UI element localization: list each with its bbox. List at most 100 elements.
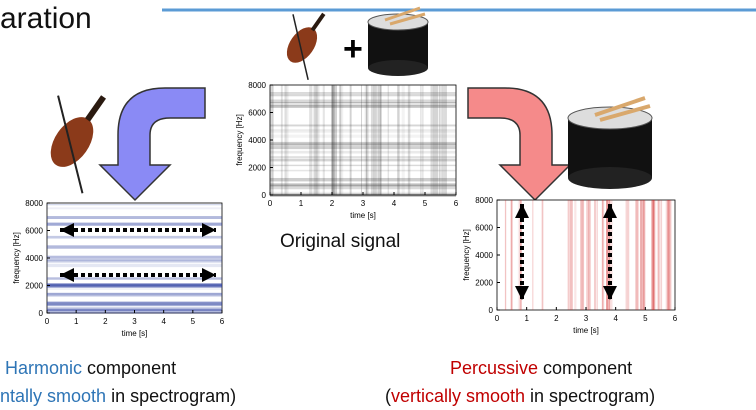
x-axis-label: time [s] — [122, 329, 148, 338]
x-tick-label: 3 — [361, 199, 366, 208]
spectrogram: 020004000600080000123456time [s]frequenc… — [462, 196, 678, 335]
y-tick-label: 4000 — [25, 254, 43, 263]
spectral-texture — [270, 186, 456, 189]
spectral-texture — [597, 200, 598, 310]
y-tick-label: 8000 — [25, 199, 43, 208]
spectral-texture — [47, 304, 222, 306]
spectral-texture — [270, 156, 456, 158]
y-tick-label: 8000 — [248, 81, 266, 90]
spectral-texture — [580, 200, 583, 310]
x-tick-label: 6 — [673, 314, 678, 323]
diagram: aration + 0 2000 4000 6000 8000 0 1 2 3 4 5 6 time [… — [0, 0, 756, 410]
x-tick-label: 4 — [613, 314, 618, 323]
spectral-texture — [47, 216, 222, 219]
caption-highlight: vertically smooth — [391, 386, 525, 406]
spectral-texture — [270, 170, 456, 172]
x-axis-label: time [s] — [573, 326, 599, 335]
spectral-texture — [542, 200, 544, 310]
spectral-texture — [47, 307, 222, 308]
spectral-texture — [594, 200, 596, 310]
spectral-texture — [635, 200, 638, 310]
caption-highlight: ntally smooth — [0, 386, 106, 406]
spectral-texture — [652, 200, 656, 310]
spectral-texture — [270, 99, 456, 102]
harmonic-arrow — [100, 88, 205, 200]
x-tick-label: 1 — [299, 199, 304, 208]
spectral-texture — [270, 184, 456, 187]
y-tick-label: 0 — [489, 306, 494, 315]
spectral-texture — [532, 200, 533, 310]
caption: (vertically smooth in spectrogram) — [385, 386, 655, 407]
spectral-texture — [270, 104, 456, 106]
spectral-texture — [270, 94, 456, 96]
caption: Harmonic component — [5, 358, 176, 379]
x-tick-label: 6 — [220, 317, 225, 326]
spectral-texture — [47, 288, 222, 290]
caption-text: component — [538, 358, 632, 378]
caption-highlight: Percussive — [450, 358, 538, 378]
spectral-texture — [270, 178, 456, 181]
caption-text: component — [82, 358, 176, 378]
spectral-texture — [47, 207, 222, 209]
spectral-texture — [47, 283, 222, 286]
x-tick-label: 2 — [103, 317, 108, 326]
spectral-texture — [270, 146, 456, 149]
drum-icon — [368, 8, 428, 76]
x-tick-label: 2 — [554, 314, 559, 323]
x-tick-label: 6 — [454, 199, 459, 208]
y-tick-label: 2000 — [475, 279, 493, 288]
spectral-texture — [640, 200, 642, 310]
x-tick-label: 4 — [161, 317, 166, 326]
caption-text: in spectrogram) — [525, 386, 655, 406]
spectral-texture — [626, 200, 629, 310]
slide: aration + 0 2000 4000 6000 8000 0 1 2 3 4 5 6 time [… — [0, 0, 756, 410]
x-tick-label: 0 — [495, 314, 500, 323]
caption: ntally smooth in spectrogram) — [0, 386, 236, 407]
y-tick-label: 2000 — [25, 282, 43, 291]
y-axis-label: frequency [Hz] — [235, 114, 244, 166]
spectral-texture — [569, 200, 572, 310]
spectral-texture — [270, 129, 456, 131]
spectral-texture — [270, 135, 456, 138]
x-tick-label: 2 — [330, 199, 335, 208]
y-tick-label: 0 — [262, 191, 267, 200]
caption-highlight: Harmonic — [5, 358, 82, 378]
y-tick-label: 6000 — [248, 109, 266, 118]
spectral-texture — [588, 200, 591, 310]
x-tick-label: 4 — [392, 199, 397, 208]
y-axis-label: frequency [Hz] — [12, 232, 21, 284]
violin-icon — [267, 0, 344, 80]
spectral-texture — [602, 200, 604, 310]
x-tick-label: 5 — [191, 317, 196, 326]
slide-title: aration — [0, 2, 92, 35]
caption: Percussive component — [450, 358, 632, 379]
spectral-texture — [568, 200, 569, 310]
spectral-texture — [657, 200, 659, 310]
spectral-texture — [270, 92, 456, 93]
y-tick-label: 6000 — [25, 227, 43, 236]
drum-icon — [568, 98, 652, 189]
plus-sign: + — [343, 30, 363, 68]
x-tick-label: 5 — [643, 314, 648, 323]
y-tick-label: 2000 — [248, 164, 266, 173]
x-tick-label: 5 — [423, 199, 428, 208]
y-tick-label: 4000 — [475, 251, 493, 260]
spectral-texture — [47, 293, 222, 296]
x-tick-label: 3 — [584, 314, 589, 323]
caption: Original signal — [280, 231, 400, 253]
x-tick-label: 1 — [74, 317, 79, 326]
spectral-texture — [270, 151, 456, 154]
x-tick-label: 1 — [524, 314, 529, 323]
x-tick-label: 0 — [268, 199, 273, 208]
spectral-texture — [668, 200, 671, 310]
spectral-texture — [642, 200, 645, 310]
y-tick-label: 4000 — [248, 136, 266, 145]
y-axis-label: frequency [Hz] — [462, 229, 471, 281]
spectral-texture — [270, 165, 456, 166]
y-tick-label: 8000 — [475, 196, 493, 205]
percussive-arrow — [468, 88, 570, 200]
spectral-texture — [47, 245, 222, 248]
spectral-texture — [574, 200, 576, 310]
spectral-texture — [47, 264, 222, 267]
